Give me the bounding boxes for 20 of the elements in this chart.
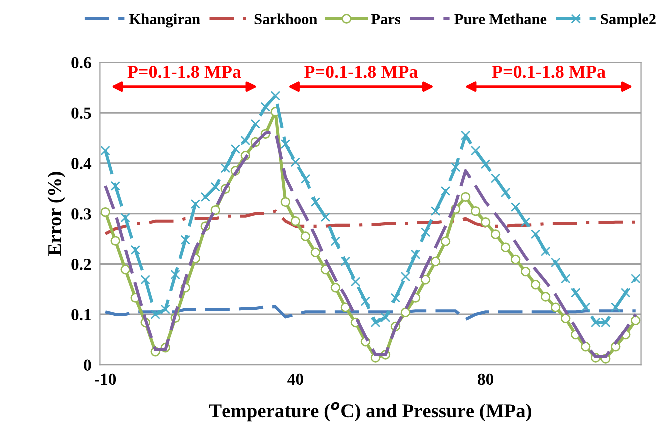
legend-label: Sarkhoon <box>254 14 318 24</box>
x-axis-title: Temperature ($^{o}$C) and Pressure (MPa) <box>209 402 532 422</box>
y-tick-label: 0.6 <box>72 57 92 69</box>
y-axis-title: Error (%) <box>48 172 66 256</box>
legend-label: Pure Methane <box>454 14 547 25</box>
y-tick-label: 0 <box>84 360 92 371</box>
legend-label: Sample2 <box>601 14 656 28</box>
y-tick-label: 0.4 <box>72 158 92 170</box>
x-tick-label: -10 <box>95 374 116 386</box>
annotation: P=0.1-1.8 MPa <box>128 66 242 78</box>
annotation: P=0.1-1.8 MPa <box>304 66 418 78</box>
x-tick-label: 40 <box>288 374 304 386</box>
legend-label: Khangiran <box>130 14 200 28</box>
y-tick-label: 0.5 <box>72 108 92 120</box>
x-tick-label: 80 <box>478 374 494 386</box>
y-tick-label: 0.2 <box>72 258 92 270</box>
annotation: P=0.1-1.8 MPa <box>492 66 606 78</box>
y-tick-label: 0.1 <box>72 309 92 321</box>
y-tick-label: 0.3 <box>72 208 92 220</box>
legend-label: Pars <box>371 14 401 24</box>
